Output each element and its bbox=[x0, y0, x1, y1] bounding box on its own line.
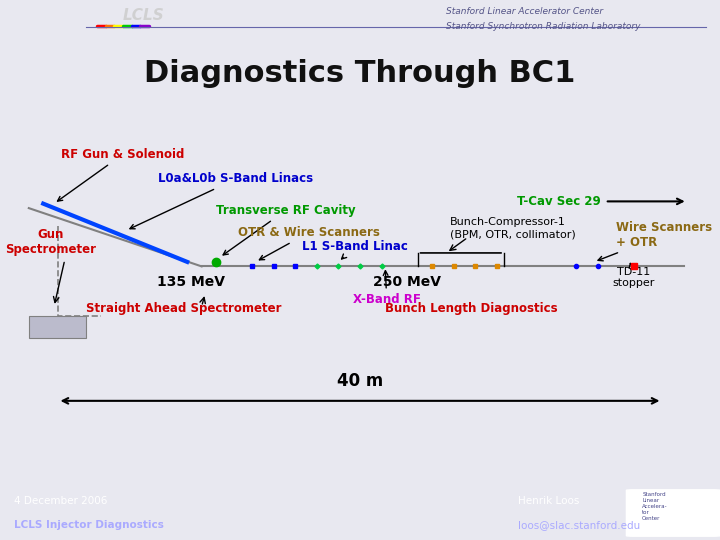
Text: Transverse RF Cavity: Transverse RF Cavity bbox=[216, 204, 356, 255]
Text: 250 MeV: 250 MeV bbox=[373, 275, 441, 289]
Text: Stanford Linear Accelerator Center: Stanford Linear Accelerator Center bbox=[446, 7, 603, 16]
Text: 40 m: 40 m bbox=[337, 372, 383, 390]
Text: Henrik Loos: Henrik Loos bbox=[518, 496, 580, 506]
Text: Stanford Synchrotron Radiation Laboratory: Stanford Synchrotron Radiation Laborator… bbox=[446, 22, 641, 31]
Text: 4 December 2006: 4 December 2006 bbox=[14, 496, 108, 506]
Text: Diagnostics Through BC1: Diagnostics Through BC1 bbox=[144, 59, 576, 88]
Text: 135 MeV: 135 MeV bbox=[157, 275, 225, 289]
Bar bbox=[29, 316, 86, 338]
FancyBboxPatch shape bbox=[626, 490, 720, 536]
Text: RF Gun & Solenoid: RF Gun & Solenoid bbox=[58, 148, 184, 201]
Text: Bunch Length Diagnostics: Bunch Length Diagnostics bbox=[385, 302, 558, 315]
Text: T-Cav Sec 29: T-Cav Sec 29 bbox=[518, 195, 601, 208]
Text: LCLS: LCLS bbox=[122, 8, 164, 23]
Text: Gun
Spectrometer: Gun Spectrometer bbox=[5, 228, 96, 256]
Text: Straight Ahead Spectrometer: Straight Ahead Spectrometer bbox=[86, 302, 282, 315]
Text: L1 S-Band Linac: L1 S-Band Linac bbox=[302, 240, 408, 259]
Text: OTR & Wire Scanners: OTR & Wire Scanners bbox=[238, 226, 379, 260]
Text: LCLS Injector Diagnostics: LCLS Injector Diagnostics bbox=[14, 520, 164, 530]
Text: Bunch-Compressor-1
(BPM, OTR, collimator): Bunch-Compressor-1 (BPM, OTR, collimator… bbox=[450, 218, 576, 239]
Text: X-Band RF: X-Band RF bbox=[353, 271, 420, 307]
Text: Wire Scanners
+ OTR: Wire Scanners + OTR bbox=[598, 221, 712, 261]
Text: TD-11
stopper: TD-11 stopper bbox=[613, 264, 654, 288]
Text: loos@slac.stanford.edu: loos@slac.stanford.edu bbox=[518, 520, 641, 530]
Text: Stanford
Linear
Accelera-
tor
Center: Stanford Linear Accelera- tor Center bbox=[642, 492, 668, 521]
Text: L0a&L0b S-Band Linacs: L0a&L0b S-Band Linacs bbox=[130, 172, 313, 229]
